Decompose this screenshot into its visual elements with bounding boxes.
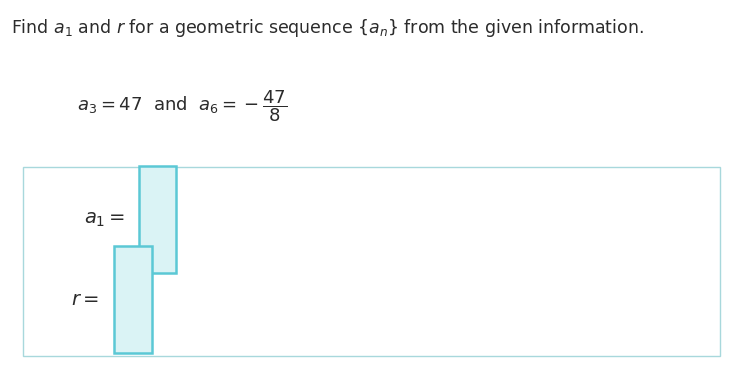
FancyBboxPatch shape: [114, 246, 152, 353]
Text: $a_3 = 47\ $ and $\ a_6 = -\dfrac{47}{8}$: $a_3 = 47\ $ and $\ a_6 = -\dfrac{47}{8}…: [77, 88, 286, 123]
FancyBboxPatch shape: [139, 167, 176, 274]
Text: $a_1 =$: $a_1 =$: [84, 210, 125, 229]
Text: Find $a_1$ and $r$ for a geometric sequence $\left\{a_n\right\}$ from the given : Find $a_1$ and $r$ for a geometric seque…: [11, 17, 644, 39]
FancyBboxPatch shape: [23, 167, 720, 356]
Text: $r =$: $r =$: [71, 290, 100, 309]
